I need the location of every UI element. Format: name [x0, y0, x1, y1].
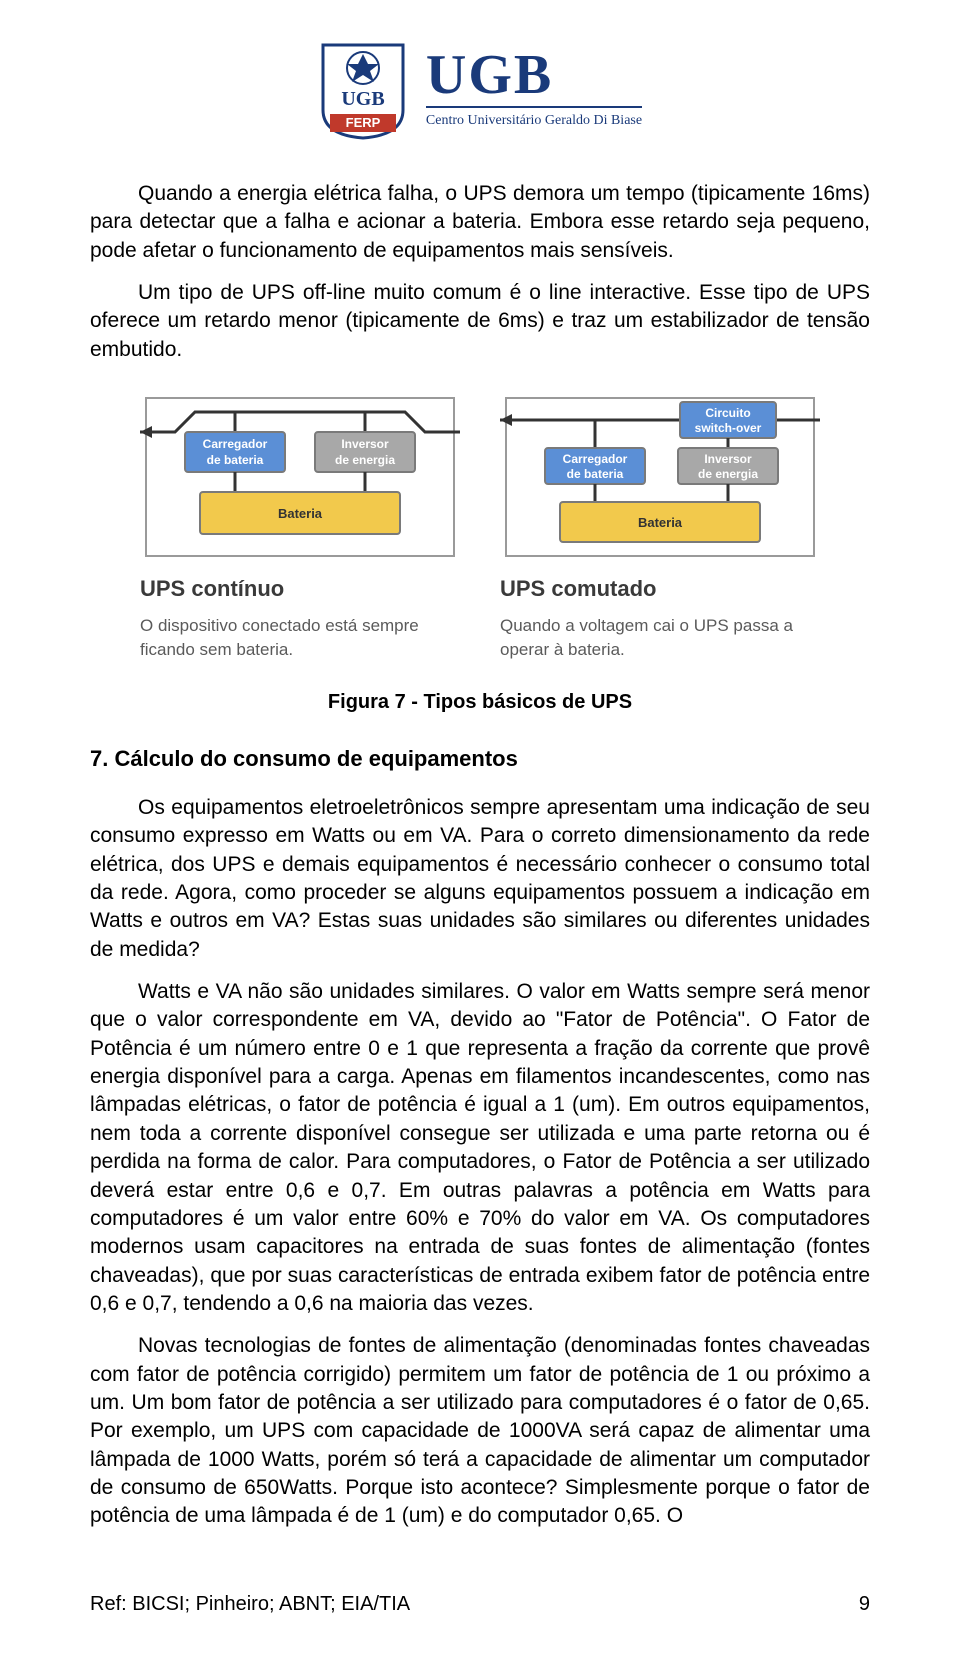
- label-circuito-2: switch-over: [695, 421, 762, 435]
- figure-title-comutado: UPS comutado: [500, 574, 820, 604]
- body-paragraph-2: Watts e VA não são unidades similares. O…: [90, 978, 870, 1318]
- figures-row: Carregador de bateria Inversor de energi…: [90, 392, 870, 661]
- body-paragraph-1: Os equipamentos eletroeletrônicos sempre…: [90, 794, 870, 964]
- label-carregador-2: de bateria: [207, 453, 264, 467]
- figure-desc-continuo: O dispositivo conectado está sempre fica…: [140, 614, 460, 662]
- badge-sub: FERP: [346, 115, 381, 130]
- label-inversor-1b: Inversor: [704, 452, 752, 466]
- figure-ups-continuo: Carregador de bateria Inversor de energi…: [140, 392, 460, 661]
- page-footer: Ref: BICSI; Pinheiro; ABNT; EIA/TIA 9: [90, 1591, 870, 1618]
- logo-badge: UGB FERP: [318, 40, 408, 140]
- paragraph-intro-1: Quando a energia elétrica falha, o UPS d…: [90, 180, 870, 265]
- figure-title-continuo: UPS contínuo: [140, 574, 460, 604]
- figure-desc-comutado: Quando a voltagem cai o UPS passa a oper…: [500, 614, 820, 662]
- logo-text-block: UGB Centro Universitário Geraldo Di Bias…: [426, 49, 642, 131]
- label-carregador-1b: Carregador: [563, 452, 628, 466]
- label-carregador-1: Carregador: [203, 437, 268, 451]
- section-title: 7. Cálculo do consumo de equipamentos: [90, 744, 870, 774]
- footer-ref: Ref: BICSI; Pinheiro; ABNT; EIA/TIA: [90, 1591, 410, 1618]
- logo-main: UGB: [426, 49, 642, 102]
- diagram-continuo: Carregador de bateria Inversor de energi…: [140, 392, 460, 562]
- label-inversor-1: Inversor: [341, 437, 389, 451]
- paragraph-intro-2: Um tipo de UPS off-line muito comum é o …: [90, 279, 870, 364]
- figure-caption: Figura 7 - Tipos básicos de UPS: [90, 689, 870, 716]
- label-carregador-2b: de bateria: [567, 467, 624, 481]
- footer-page-number: 9: [859, 1591, 870, 1618]
- page-header: UGB FERP UGB Centro Universitário Gerald…: [90, 40, 870, 140]
- badge-text: UGB: [341, 88, 384, 110]
- label-inversor-2b: de energia: [698, 467, 758, 481]
- figure-ups-comutado: Circuito switch-over Carregador de bater…: [500, 392, 820, 661]
- label-circuito-1: Circuito: [705, 406, 750, 420]
- diagram-comutado: Circuito switch-over Carregador de bater…: [500, 392, 820, 562]
- label-bateria: Bateria: [278, 506, 323, 521]
- label-bateria-b: Bateria: [638, 515, 683, 530]
- body-paragraph-3: Novas tecnologias de fontes de alimentaç…: [90, 1332, 870, 1530]
- label-inversor-2: de energia: [335, 453, 395, 467]
- logo-subtitle: Centro Universitário Geraldo Di Biase: [426, 106, 642, 131]
